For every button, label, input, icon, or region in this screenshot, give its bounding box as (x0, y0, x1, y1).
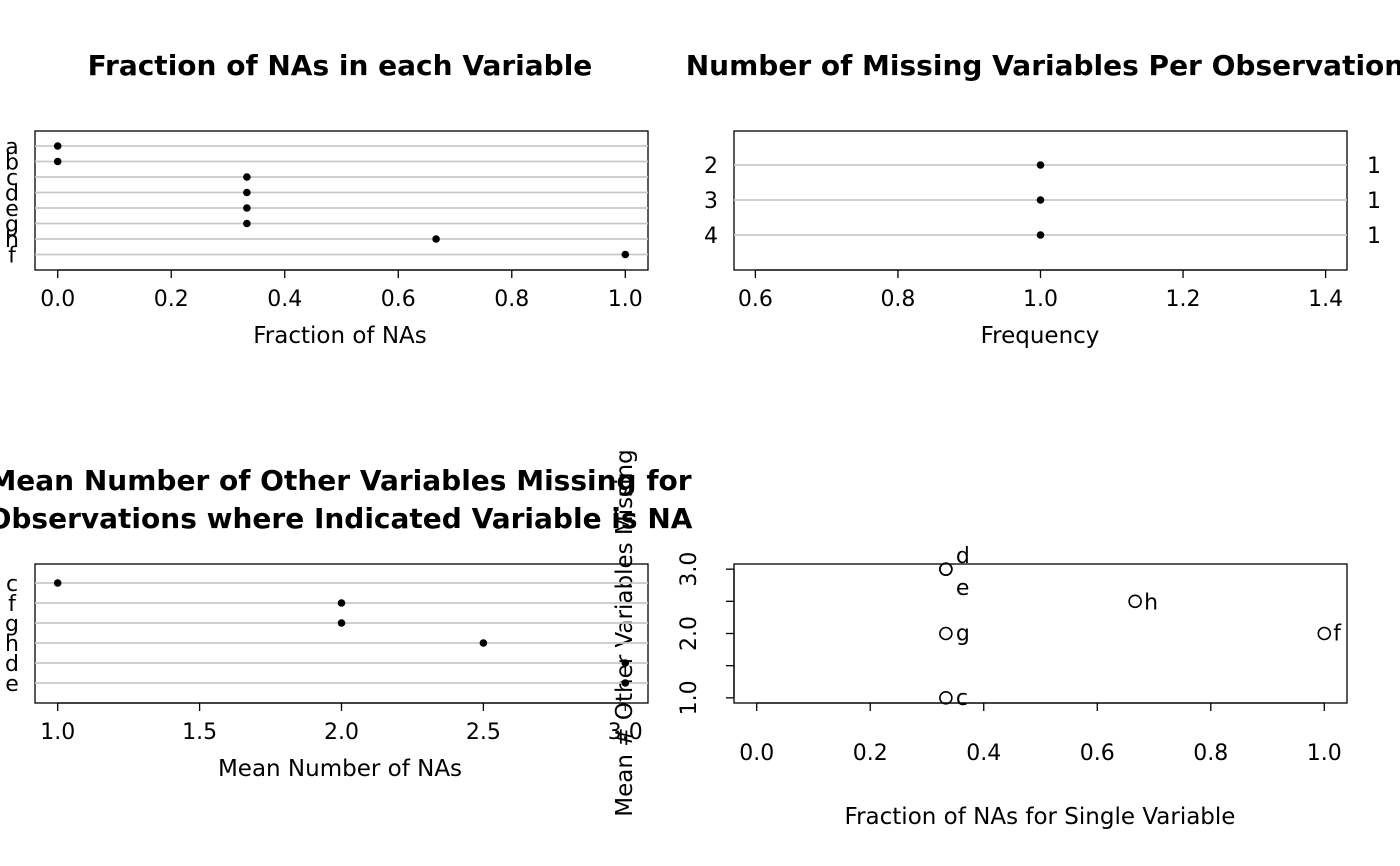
panel-2-point (1036, 231, 1045, 239)
panel-4-point-label: c (956, 686, 968, 711)
panel-1-frame (34, 130, 649, 271)
panel-4-y-tick-label: 1.0 (677, 680, 702, 715)
panel-3-title-line-1: Mean Number of Other Variables Missing f… (0, 464, 692, 497)
panel-3-category-label: f (8, 592, 17, 617)
panel-4-point-label: g (956, 622, 970, 647)
panel-4-x-tick-label: 1.0 (1307, 741, 1342, 766)
panel-1-category-label: f (8, 244, 17, 269)
panel-1-point (243, 204, 251, 212)
panel-1-x-tick-label: 0.6 (381, 287, 416, 312)
panel-1-x-tick-label: 0.2 (154, 287, 189, 312)
panel-1-category-label: g (5, 213, 19, 238)
panel-4-x-tick-label: 0.6 (1080, 741, 1115, 766)
panel-1-category-label: e (5, 197, 19, 222)
panel-3-x-tick-label: 1.5 (182, 720, 217, 745)
panel-2-category-label: 2 (704, 154, 718, 179)
panel-2-x-tick-label: 1.4 (1308, 287, 1343, 312)
panel-1-point (621, 250, 630, 259)
panel-1-category-label: a (5, 135, 18, 160)
panel-1-x-tick-label: 0.8 (494, 287, 529, 312)
panel-4-ylabel: Mean # Other Variables Missing (612, 449, 638, 816)
panel-4-point (939, 626, 953, 641)
panel-2-category-label: 4 (704, 224, 718, 249)
panel-1-point (432, 235, 440, 243)
panel-4-point-label: d (956, 544, 970, 569)
panel-3-category-label: g (5, 612, 19, 637)
panel-3-x-tick-label: 2.5 (466, 720, 501, 745)
panel-1-point (243, 173, 251, 181)
panel-3-xlabel: Mean Number of NAs (218, 756, 462, 782)
panel-3-category-label: d (5, 652, 19, 677)
panel-3-point (479, 639, 488, 647)
panel-4-point-label: f (1333, 622, 1342, 647)
panel-1-category-label: h (5, 228, 19, 253)
panel-4-y-tick-label: 2.0 (677, 616, 702, 651)
panel-3-point (337, 619, 346, 627)
panel-2-x-tick-label: 1.2 (1166, 287, 1201, 312)
panel-1-point (53, 157, 62, 166)
panel-4-x-tick-label: 0.8 (1193, 741, 1228, 766)
panel-2-x-tick-label: 0.8 (880, 287, 915, 312)
panel-3-category-label: h (5, 632, 19, 657)
panel-3-point (621, 679, 630, 687)
panel-2-x-tick-label: 1.0 (1023, 287, 1058, 312)
panel-4-xlabel: Fraction of NAs for Single Variable (845, 804, 1236, 830)
panel-2-xlabel: Frequency (981, 323, 1100, 349)
panel-3-category-label: c (6, 572, 18, 597)
panel-2-right-label: 1 (1367, 154, 1381, 179)
panel-1-xlabel: Fraction of NAs (253, 323, 427, 349)
panel-4-x-tick-label: 0.0 (739, 741, 774, 766)
panel-4-point (939, 691, 953, 705)
panel-1-point (243, 219, 251, 228)
panel-1-point (243, 188, 251, 197)
panel-4-point-label: h (1144, 590, 1158, 615)
panel-1-x-tick-label: 0.4 (267, 287, 302, 312)
panel-1-x-tick-label: 0.0 (40, 287, 75, 312)
panel-4-point (1317, 626, 1332, 641)
panel-4-x-tick-label: 0.4 (966, 741, 1001, 766)
panel-4-x-tick-label: 0.2 (853, 741, 888, 766)
panel-1-category-label: b (5, 151, 19, 176)
panel-1-category-label: d (5, 182, 19, 207)
panel-1-title: Fraction of NAs in each Variable (88, 49, 593, 82)
panel-3-x-tick-label: 3.0 (608, 720, 643, 745)
panel-3-x-tick-label: 2.0 (324, 720, 359, 745)
panel-3-point (337, 599, 346, 607)
panel-3-point (621, 659, 630, 667)
panel-4-y-tick-label: 3.0 (677, 552, 702, 587)
panel-4-point (1128, 594, 1142, 609)
panel-3-category-label: e (5, 672, 19, 697)
panel-2-right-label: 1 (1367, 189, 1381, 214)
panel-2-point (1036, 161, 1045, 169)
panel-4-point (939, 562, 953, 576)
panel-1-category-label: c (6, 166, 18, 191)
panel-1-point (53, 142, 62, 150)
panel-2-x-tick-label: 0.6 (738, 287, 773, 312)
panel-3-x-tick-label: 1.0 (40, 720, 75, 745)
panel-2-point (1036, 196, 1045, 204)
panel-4-frame (733, 563, 1348, 704)
panel-3-title-line-2: Observations where Indicated Variable is… (0, 502, 693, 535)
panel-4-point-label: e (956, 576, 970, 601)
panel-2-right-label: 1 (1367, 224, 1381, 249)
panel-2-category-label: 3 (704, 189, 718, 214)
panel-2-title: Number of Missing Variables Per Observat… (686, 49, 1400, 82)
panel-3-point (53, 579, 62, 587)
panel-1-x-tick-label: 1.0 (608, 287, 643, 312)
